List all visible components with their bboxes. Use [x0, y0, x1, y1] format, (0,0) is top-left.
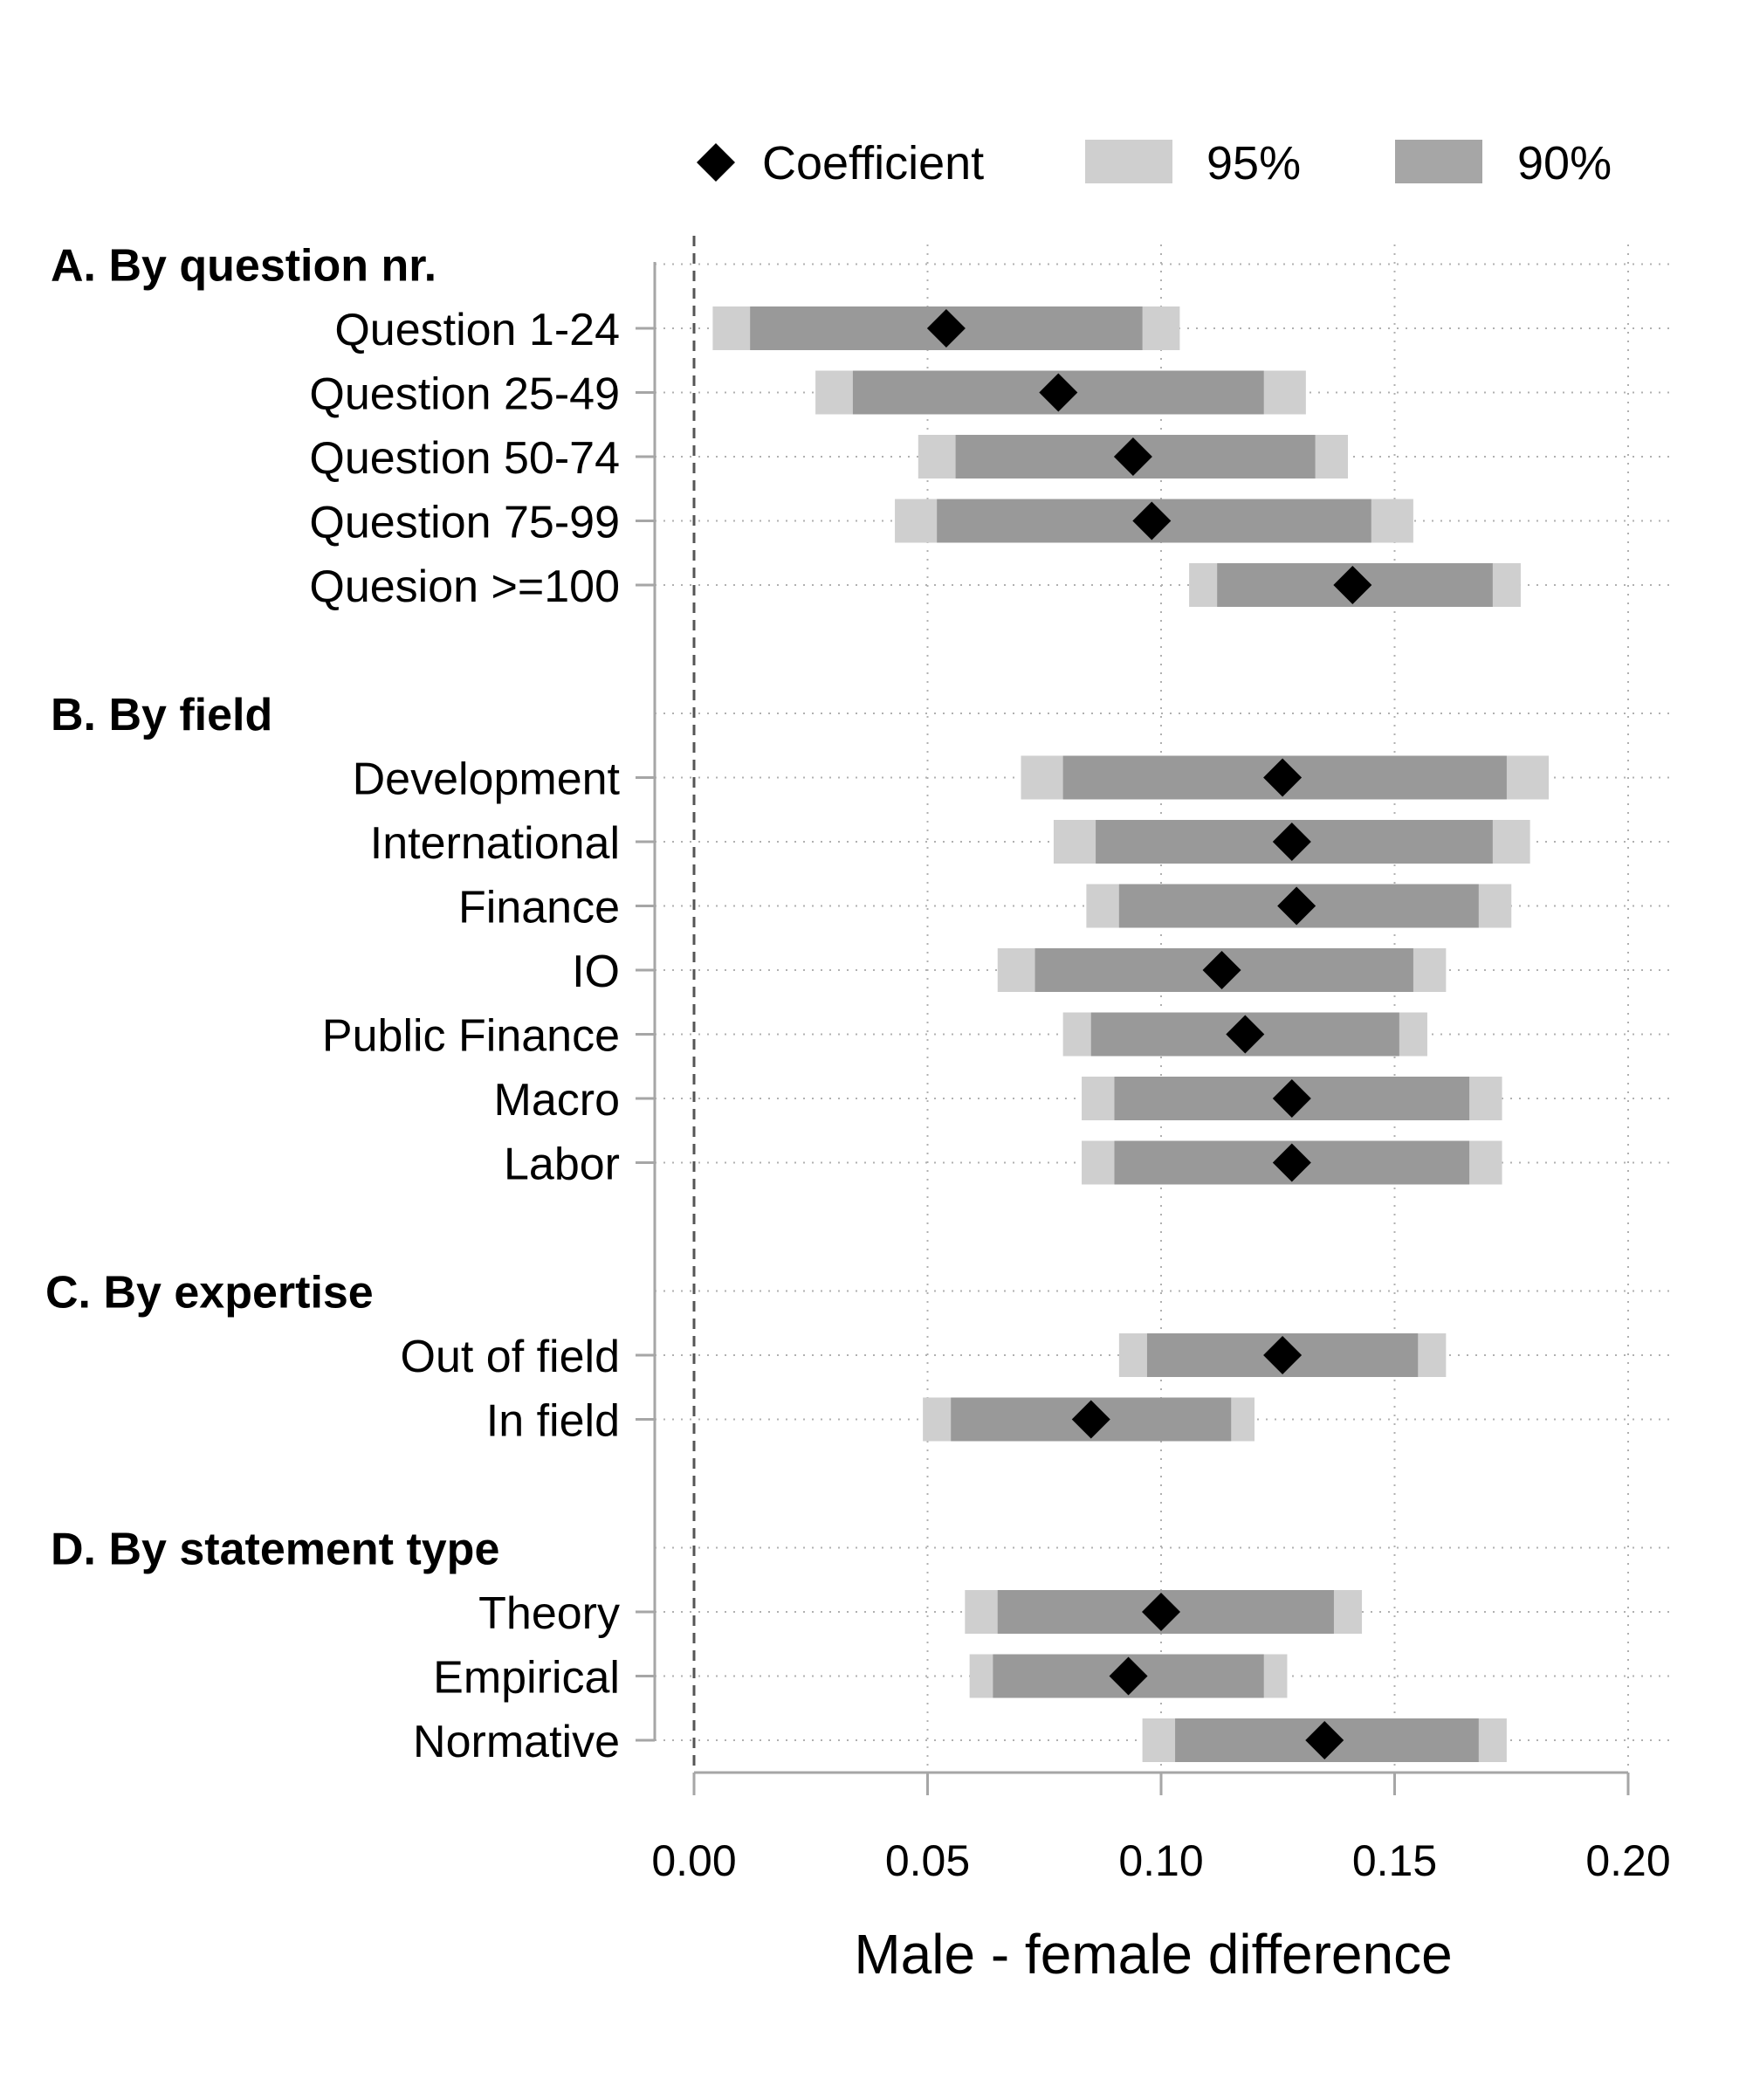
- legend-90-swatch: [1395, 140, 1482, 183]
- row-label: Normative: [413, 1717, 620, 1767]
- coefficient-marker: [926, 309, 966, 348]
- x-tick-label: 0.20: [1585, 1836, 1670, 1885]
- x-tick-label: 0.00: [651, 1836, 736, 1885]
- group-title: C. By expertise: [45, 1268, 374, 1319]
- legend: Coefficient 95% 90%: [697, 137, 1612, 189]
- row-label: IO: [572, 947, 620, 997]
- confidence-bars: [712, 306, 1550, 1762]
- group-title: A. By question nr.: [51, 241, 436, 292]
- row-label: Macro: [494, 1075, 620, 1126]
- row-label: Public Finance: [322, 1011, 620, 1062]
- coefficient-marker: [1263, 758, 1303, 797]
- x-tick-label: 0.10: [1118, 1836, 1203, 1885]
- coefficient-marker: [1071, 1400, 1110, 1439]
- x-tick-label: 0.05: [885, 1836, 970, 1885]
- row-label: Quesion >=100: [309, 561, 620, 612]
- row-label: Empirical: [433, 1653, 620, 1704]
- legend-95-label: 95%: [1206, 137, 1301, 189]
- coefficient-marker: [1305, 1721, 1344, 1759]
- coefficient-marker: [1132, 501, 1172, 540]
- row-label: Question 25-49: [309, 369, 620, 420]
- row-label: Development: [353, 754, 621, 805]
- coefficient-marker: [1272, 1079, 1311, 1118]
- row-label: In field: [486, 1396, 620, 1447]
- coefficient-marker: [1202, 951, 1241, 989]
- row-label: Labor: [504, 1140, 620, 1190]
- legend-coefficient-label: Coefficient: [762, 137, 984, 189]
- coefficient-marker: [1272, 823, 1311, 861]
- axes: 0.00 0.05 0.10 0.15 0.20: [636, 262, 1671, 1885]
- coefficient-marker: [1113, 437, 1152, 476]
- coefficient-marker: [1277, 886, 1316, 926]
- row-label: Question 50-74: [309, 433, 620, 484]
- row-labels: A. By question nr. Question 1-24 Question …: [45, 241, 621, 1768]
- group-title: D. By statement type: [51, 1525, 499, 1575]
- coefficient-marker: [1039, 373, 1078, 412]
- coefficient-marker: [1263, 1336, 1303, 1374]
- legend-95-swatch: [1085, 140, 1172, 183]
- legend-coefficient-marker: [697, 143, 735, 182]
- row-label: Out of field: [401, 1332, 620, 1382]
- row-label: Finance: [458, 883, 620, 933]
- row-label: Theory: [478, 1588, 620, 1639]
- coefficient-marker: [1272, 1143, 1311, 1182]
- coefficient-marker: [1109, 1656, 1148, 1696]
- row-label: Question 75-99: [309, 498, 620, 548]
- coefficient-marker: [1142, 1593, 1180, 1631]
- x-tick-label: 0.15: [1352, 1836, 1437, 1885]
- row-label: International: [370, 818, 620, 869]
- x-axis-title: Male - female difference: [854, 1923, 1452, 1986]
- group-title: B. By field: [51, 690, 272, 740]
- legend-90-label: 90%: [1517, 137, 1612, 189]
- coefficient-marker: [1333, 566, 1372, 604]
- coefficient-marker: [1226, 1015, 1265, 1054]
- row-label: Question 1-24: [334, 305, 620, 355]
